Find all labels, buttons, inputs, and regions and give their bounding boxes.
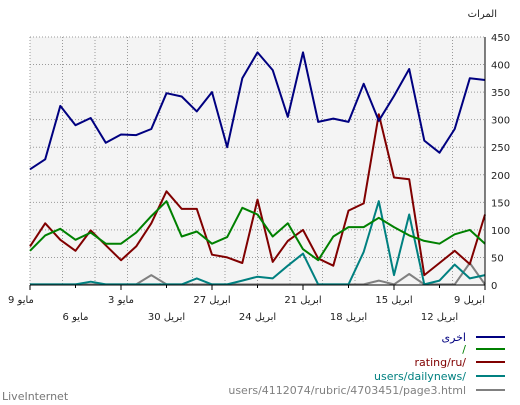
series-line	[29, 200, 486, 262]
legend-entry: rating/ru/	[415, 356, 467, 369]
y-tick-label: 300	[491, 116, 510, 127]
series-line	[29, 113, 486, 277]
y-tick-label: 100	[491, 226, 510, 237]
y-tick-label: 150	[491, 198, 510, 209]
y-tick-label: 250	[491, 143, 510, 154]
x-tick-label: 9 مايو	[8, 295, 34, 306]
legend-entry: users/dailynews/	[374, 370, 466, 383]
y-tick-label: 350	[491, 88, 510, 99]
legend-entry: users/4112074/rubric/4703451/page3.html	[228, 384, 466, 397]
x-tick-label: 12 ابريل	[421, 312, 458, 323]
x-tick-label: 30 ابريل	[148, 312, 185, 323]
series-line	[30, 200, 486, 286]
x-tick-label: 15 ابريل	[375, 295, 412, 306]
x-tick-label: 27 ابريل	[193, 295, 230, 306]
y-tick-label: 450	[491, 33, 510, 44]
y-tick-labels: 0 50 100 150 200 250 300 350 400 450	[491, 33, 510, 292]
y-tick-label: 0	[491, 281, 497, 292]
legend: اخرى/rating/ru/users/dailynews/users/411…	[228, 331, 505, 397]
x-tick-labels: 9 مايو 3 مايو 27 ابريل 21 ابريل 15 ابريل 9 اب…	[8, 285, 486, 323]
y-axis-label: المرات	[468, 9, 497, 20]
x-tick-label: 21 ابريل	[284, 295, 321, 306]
x-tick-label: 3 مايو	[108, 295, 134, 306]
x-tick-label: 6 مايو	[63, 312, 89, 323]
series-line	[29, 51, 486, 171]
grid-lines	[29, 36, 485, 285]
legend-entry: /	[462, 343, 466, 356]
legend-entry: اخرى	[441, 331, 466, 344]
brand-label: LiveInternet	[2, 390, 69, 403]
series-lines	[29, 51, 486, 286]
y-tick-label: 50	[491, 253, 504, 264]
y-tick-label: 200	[491, 171, 510, 182]
x-tick-label: 9 ابريل	[454, 295, 485, 306]
x-tick-label: 18 ابريل	[330, 312, 367, 323]
y-tick-label: 400	[491, 61, 510, 72]
x-tick-label: 24 ابريل	[239, 312, 276, 323]
